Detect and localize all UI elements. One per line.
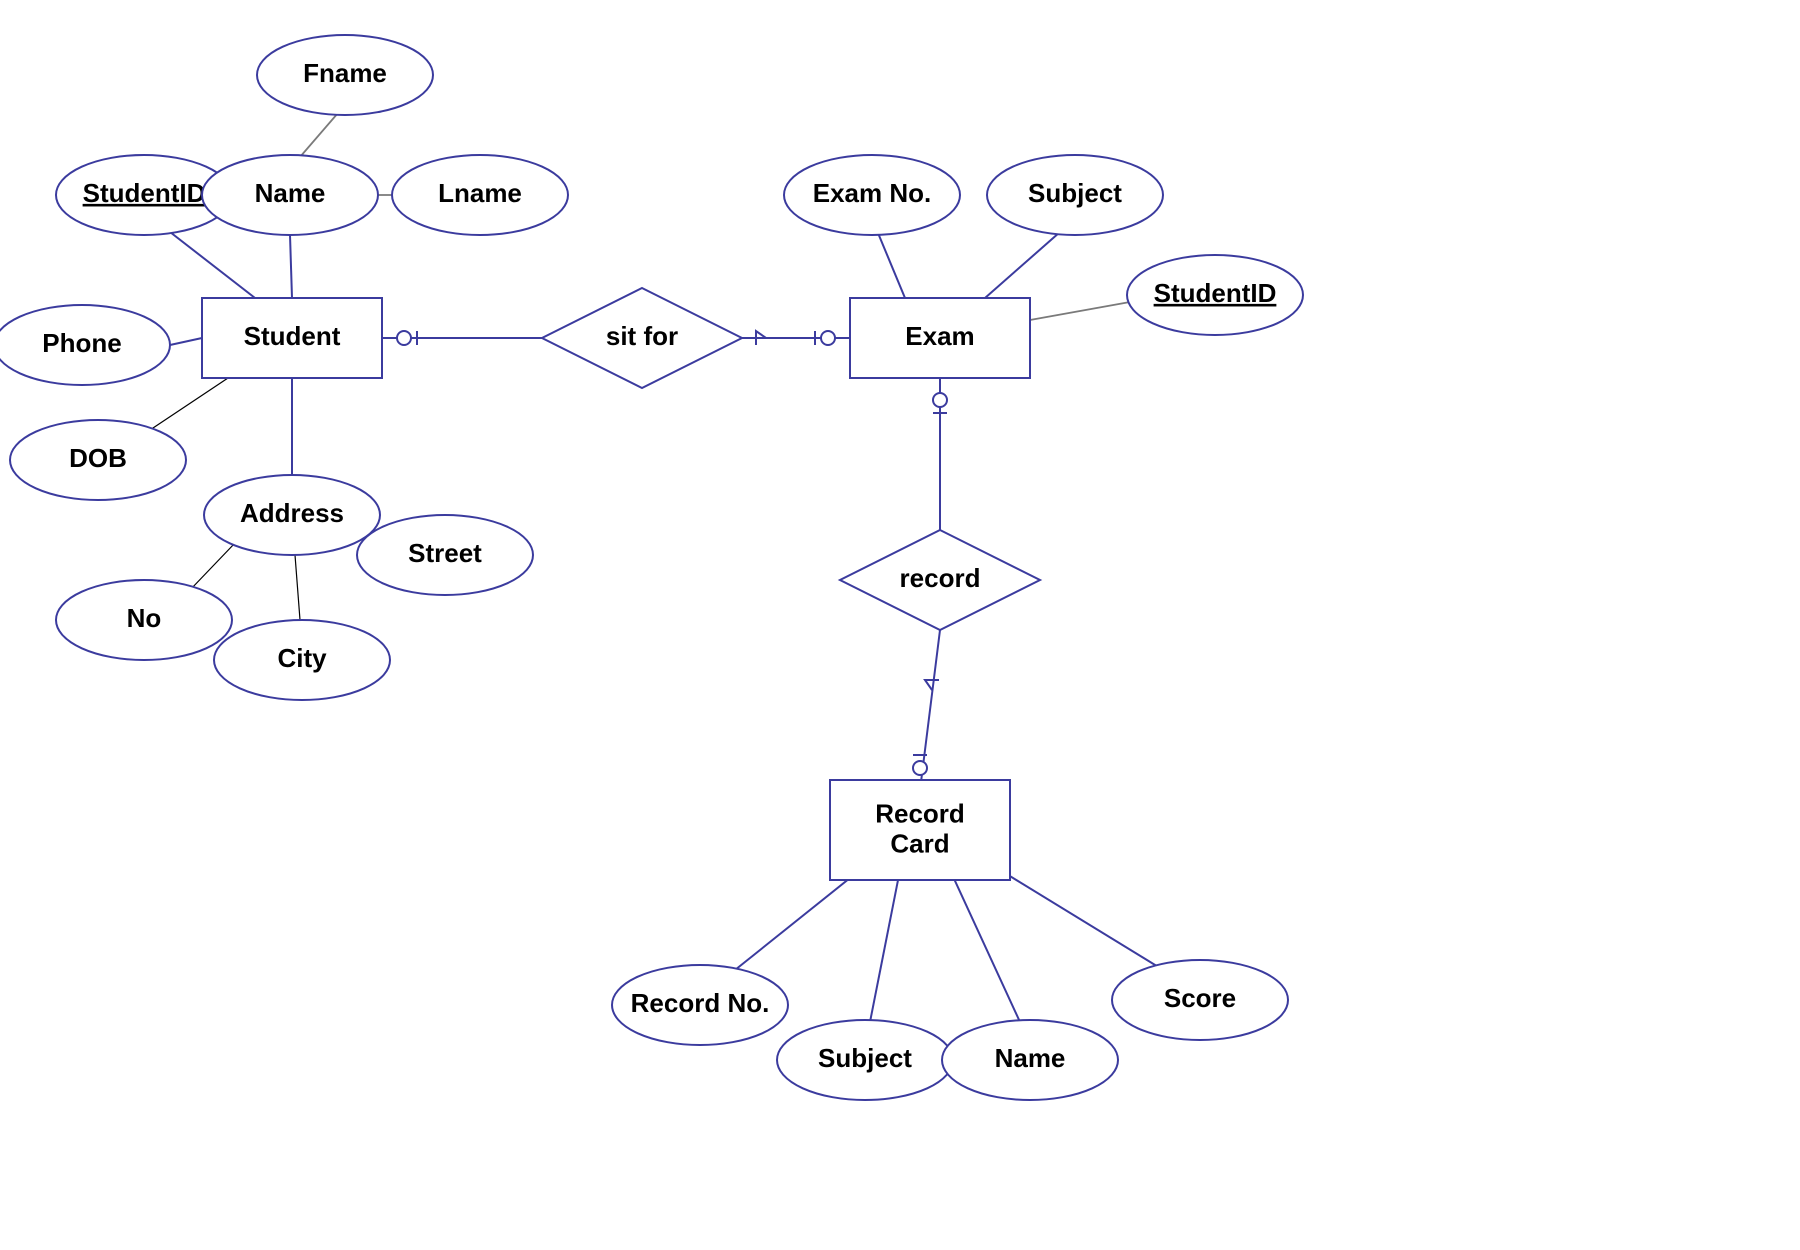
attribute-rec_score-label: Score xyxy=(1164,983,1236,1013)
edge-student-name xyxy=(290,235,292,298)
edge-student-student_id xyxy=(170,232,255,298)
relationship-sitfor-label: sit for xyxy=(606,321,678,351)
attribute-student_id-label: StudentID xyxy=(83,178,206,208)
edge-exam-exam_subject xyxy=(985,232,1060,298)
attribute-rec_subject-label: Subject xyxy=(818,1043,912,1073)
edge-recordcard-record_no xyxy=(735,870,860,970)
edge-exam-exam_no xyxy=(878,233,905,298)
edge-address-no xyxy=(190,543,235,590)
attribute-phone-label: Phone xyxy=(42,328,121,358)
attribute-exam_subject-label: Subject xyxy=(1028,178,1122,208)
entity-student-label: Student xyxy=(244,321,341,351)
edge-recordcard-rec_name xyxy=(950,870,1020,1022)
attribute-city-label: City xyxy=(277,643,327,673)
edge-recordcard-rec_subject xyxy=(870,870,900,1022)
attribute-exam_no-label: Exam No. xyxy=(813,178,932,208)
edge-student-dob xyxy=(150,378,228,430)
edge-address-city xyxy=(295,555,300,620)
attribute-address-label: Address xyxy=(240,498,344,528)
attribute-lname-label: Lname xyxy=(438,178,522,208)
attribute-fname-label: Fname xyxy=(303,58,387,88)
attribute-no-label: No xyxy=(127,603,162,633)
attribute-record_no-label: Record No. xyxy=(631,988,770,1018)
edge-recordcard-rec_score xyxy=(1000,870,1160,968)
er-diagram: sit forrecordStudentExamRecordCardStuden… xyxy=(0,0,1800,1250)
edge-exam-exam_student xyxy=(1030,302,1130,320)
attribute-dob-label: DOB xyxy=(69,443,127,473)
attribute-exam_student-label: StudentID xyxy=(1154,278,1277,308)
attribute-name-label: Name xyxy=(255,178,326,208)
edge-student-phone xyxy=(170,338,202,345)
attribute-rec_name-label: Name xyxy=(995,1043,1066,1073)
entity-exam-label: Exam xyxy=(905,321,974,351)
attribute-street-label: Street xyxy=(408,538,482,568)
relationship-record-label: record xyxy=(900,563,981,593)
edge-name-fname xyxy=(300,113,338,157)
attributes-layer: StudentID Name Fname Lname Phone DOB Address St… xyxy=(0,35,1303,1100)
